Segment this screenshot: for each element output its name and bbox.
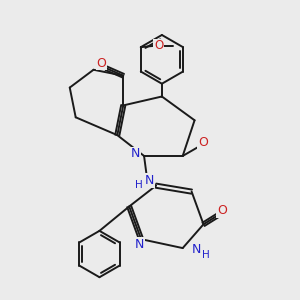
Text: O: O [217, 204, 227, 218]
Text: H: H [202, 250, 210, 260]
Text: N: N [135, 238, 144, 251]
Text: N: N [145, 174, 154, 187]
Text: O: O [198, 136, 208, 149]
Text: N: N [192, 243, 202, 256]
Text: O: O [154, 39, 163, 52]
Text: O: O [97, 57, 106, 70]
Text: H: H [135, 180, 142, 190]
Text: N: N [131, 147, 140, 161]
